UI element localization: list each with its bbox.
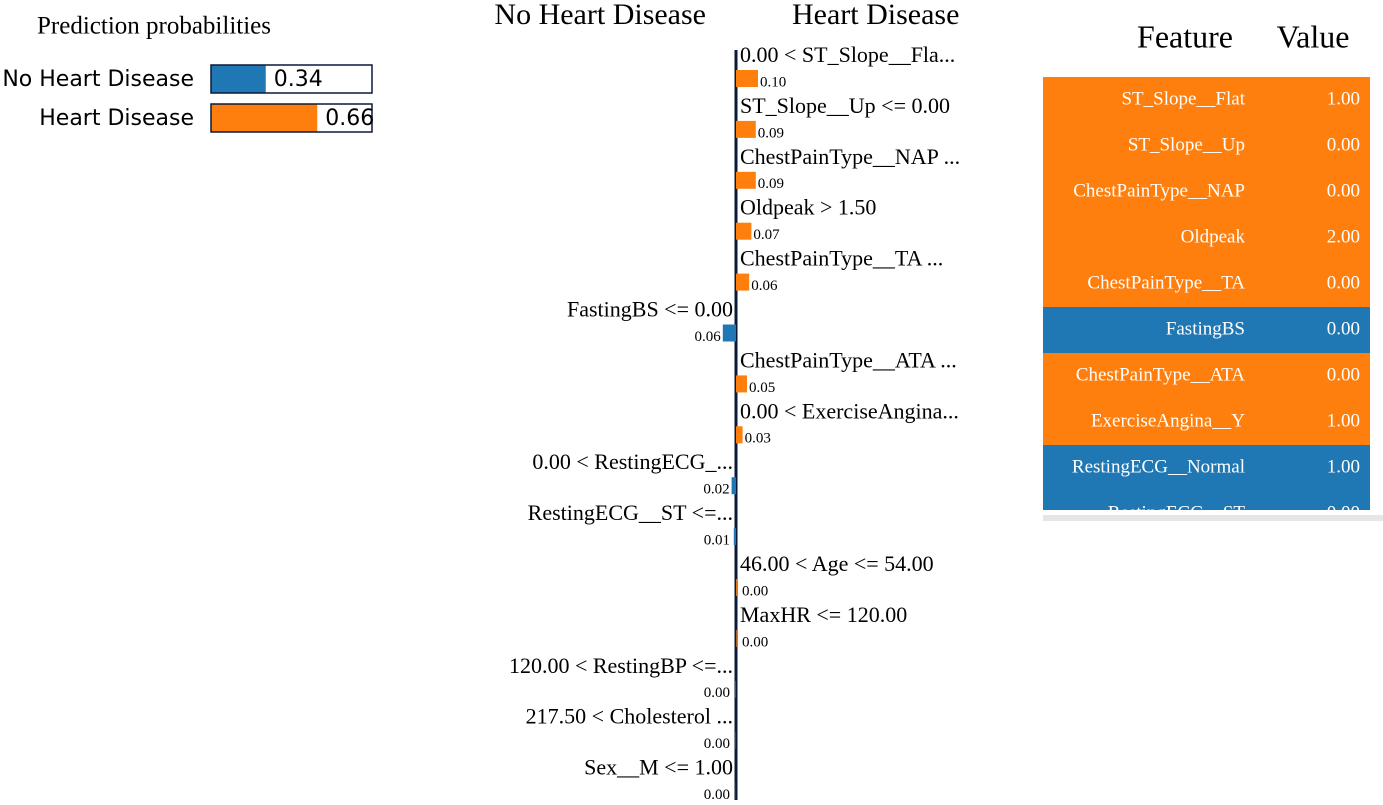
- feature-cell: RestingECG__ST: [1108, 502, 1246, 523]
- prob-bar: [211, 65, 266, 93]
- prob-value: 0.66: [325, 106, 374, 131]
- feature-cell: ChestPainType__NAP: [1073, 180, 1245, 201]
- contribution-bar: [736, 70, 758, 87]
- table-row: [1043, 261, 1370, 307]
- table-row: [1043, 307, 1370, 353]
- contribution-bar: [736, 375, 747, 393]
- feature-label: 46.00 < Age <= 54.00: [740, 551, 934, 576]
- contribution-bar: [736, 171, 756, 189]
- feature-label: MaxHR <= 120.00: [740, 602, 907, 627]
- feature-label: RestingECG__ST <=...: [528, 500, 733, 525]
- value-cell: 1.00: [1327, 88, 1360, 109]
- prob-value: 0.34: [274, 67, 323, 92]
- table-row: [1043, 215, 1370, 261]
- value-cell: 1.00: [1327, 410, 1360, 431]
- feature-label: 0.00 < ExerciseAngina...: [740, 398, 959, 423]
- value-cell: 0.00: [1327, 502, 1360, 523]
- feature-cell: ExerciseAngina__Y: [1091, 410, 1245, 431]
- contribution-bar: [735, 680, 736, 698]
- contribution-label: 0.07: [753, 227, 780, 243]
- contribution-label: 0.00: [742, 634, 768, 650]
- class-name: Heart Disease: [792, 0, 959, 31]
- feature-cell: ST_Slope__Flat: [1121, 88, 1245, 109]
- contribution-label: 0.00: [704, 736, 730, 752]
- value-cell: 0.00: [1327, 364, 1360, 385]
- feature-label: 120.00 < RestingBP <=...: [509, 653, 733, 678]
- contribution-bar: [731, 477, 736, 495]
- feature-label: Oldpeak > 1.50: [740, 195, 876, 220]
- contribution-bar: [736, 579, 737, 596]
- contribution-bar: [736, 629, 737, 647]
- prob-bar: [211, 104, 318, 132]
- class-label: No Heart Disease: [2, 67, 194, 92]
- value-cell: 0.00: [1327, 134, 1360, 155]
- contribution-bar: [736, 426, 743, 444]
- feature-label: ChestPainType__TA ...: [740, 246, 943, 271]
- table-row: [1043, 123, 1370, 169]
- feature-cell: FastingBS: [1166, 318, 1245, 339]
- contribution-label: 0.03: [745, 431, 771, 447]
- prob-title: Prediction probabilities: [37, 13, 271, 40]
- feature-cell: ST_Slope__Up: [1128, 134, 1245, 155]
- feature-label: ST_Slope__Up <= 0.00: [740, 93, 950, 118]
- feature-cell: ChestPainType__TA: [1087, 272, 1245, 293]
- feature-label: Sex__M <= 1.00: [584, 755, 733, 780]
- table-row: [1043, 445, 1370, 491]
- feature-label: ChestPainType__ATA ...: [740, 347, 957, 372]
- table-row: [1043, 399, 1370, 445]
- contribution-bar: [736, 120, 756, 138]
- contribution-label: 0.09: [758, 125, 784, 141]
- table-row: [1043, 353, 1370, 399]
- feature-label: 0.00 < ST_Slope__Fla...: [740, 42, 955, 67]
- contribution-label: 0.00: [742, 583, 768, 599]
- value-cell: 0.00: [1327, 318, 1360, 339]
- contribution-bar: [733, 528, 736, 546]
- feature-cell: ChestPainType__ATA: [1076, 364, 1245, 385]
- value-cell: 2.00: [1327, 226, 1360, 247]
- contribution-label: 0.10: [760, 74, 786, 90]
- table-body: ST_Slope__Flat 1.00 ST_Slope__Up 0.00 ChestP…: [1043, 77, 1370, 523]
- feature-label: 0.00 < RestingECG_...: [532, 449, 733, 474]
- feature-cell: Oldpeak: [1181, 226, 1246, 247]
- table-row: [1043, 77, 1370, 123]
- value-cell: 0.00: [1327, 180, 1360, 201]
- contribution-bar: [736, 273, 750, 291]
- contribution-label: 0.00: [704, 787, 730, 803]
- feature-label: ChestPainType__NAP ...: [740, 144, 960, 169]
- table-row: [1043, 491, 1370, 510]
- value-cell: 0.00: [1327, 272, 1360, 293]
- contribution-bar: [736, 222, 752, 240]
- contribution-label: 0.09: [758, 176, 784, 192]
- table-header: Feature: [1137, 18, 1233, 54]
- value-cell: 1.00: [1327, 456, 1360, 477]
- feature-cell: RestingECG__Normal: [1072, 456, 1245, 477]
- contribution-label: 0.06: [695, 329, 722, 345]
- table-header: Value: [1277, 18, 1350, 54]
- prob-frame: [210, 64, 373, 94]
- contribution-label: 0.02: [703, 482, 729, 498]
- contribution-label: 0.01: [704, 533, 730, 549]
- prob-frame: [210, 103, 373, 133]
- contribution-label: 0.00: [704, 685, 730, 701]
- feature-label: FastingBS <= 0.00: [567, 297, 733, 322]
- class-label: Heart Disease: [39, 106, 194, 131]
- feature-label: 217.50 < Cholesterol ...: [526, 704, 733, 729]
- contribution-label: 0.06: [751, 278, 778, 294]
- table-row: [1043, 169, 1370, 215]
- class-name: No Heart Disease: [494, 0, 706, 31]
- contribution-label: 0.05: [749, 380, 775, 396]
- contribution-bar: [722, 324, 736, 342]
